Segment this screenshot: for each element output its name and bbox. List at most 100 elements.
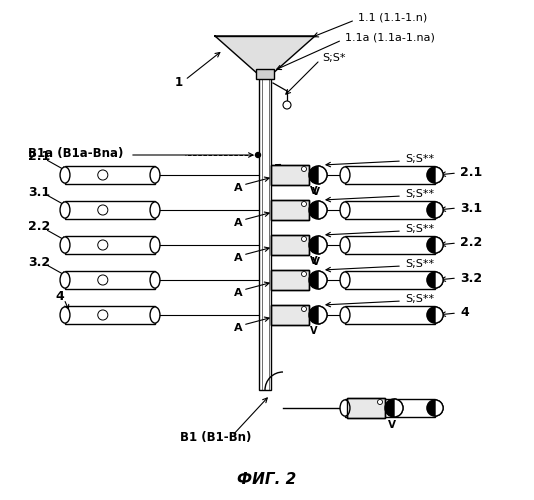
- Text: A: A: [234, 253, 242, 263]
- Ellipse shape: [150, 237, 160, 253]
- Wedge shape: [318, 271, 327, 289]
- Circle shape: [302, 166, 307, 172]
- Bar: [65, 306, 155, 324]
- Text: V: V: [312, 187, 320, 197]
- Text: 4: 4: [460, 306, 469, 320]
- Bar: [271, 200, 309, 220]
- Text: B1 (B1-Bn): B1 (B1-Bn): [180, 432, 252, 444]
- Polygon shape: [215, 36, 315, 75]
- Text: ФИГ. 2: ФИГ. 2: [238, 472, 296, 488]
- Wedge shape: [318, 236, 327, 254]
- Ellipse shape: [60, 167, 70, 183]
- Circle shape: [98, 275, 108, 285]
- Ellipse shape: [340, 307, 350, 323]
- Ellipse shape: [340, 272, 350, 288]
- Ellipse shape: [340, 237, 350, 253]
- Text: 2.1: 2.1: [460, 166, 482, 179]
- Circle shape: [309, 201, 327, 219]
- Circle shape: [309, 166, 327, 184]
- Circle shape: [385, 399, 403, 417]
- Text: 1.1 (1.1-1.n): 1.1 (1.1-1.n): [358, 13, 427, 23]
- Bar: [345, 201, 435, 219]
- Text: 2.1: 2.1: [28, 150, 50, 164]
- Circle shape: [302, 272, 307, 276]
- Bar: [256, 69, 274, 79]
- Bar: [345, 271, 435, 289]
- Wedge shape: [394, 399, 403, 417]
- Circle shape: [427, 237, 443, 253]
- Bar: [345, 236, 435, 254]
- Ellipse shape: [60, 307, 70, 323]
- Circle shape: [309, 271, 327, 289]
- Text: 2.2: 2.2: [28, 220, 50, 234]
- Wedge shape: [435, 167, 443, 183]
- Bar: [65, 166, 155, 184]
- Text: V: V: [388, 420, 396, 430]
- Bar: [345, 166, 435, 184]
- Ellipse shape: [150, 307, 160, 323]
- Circle shape: [98, 205, 108, 215]
- Bar: [271, 305, 309, 325]
- Wedge shape: [435, 237, 443, 253]
- Circle shape: [98, 170, 108, 180]
- Bar: [347, 398, 385, 418]
- Bar: [271, 235, 309, 255]
- Ellipse shape: [60, 272, 70, 288]
- Text: L: L: [295, 168, 301, 178]
- Wedge shape: [435, 400, 443, 416]
- Bar: [271, 165, 309, 185]
- Text: S;S**: S;S**: [405, 224, 434, 234]
- Ellipse shape: [60, 202, 70, 218]
- Text: 2.2: 2.2: [460, 236, 482, 250]
- Text: 3.1: 3.1: [28, 186, 50, 198]
- Bar: [345, 399, 435, 417]
- Circle shape: [309, 306, 327, 324]
- Circle shape: [427, 167, 443, 183]
- Bar: [271, 270, 309, 290]
- Text: V: V: [310, 256, 318, 266]
- Ellipse shape: [340, 400, 350, 416]
- Text: 1: 1: [175, 76, 183, 88]
- Text: A: A: [234, 183, 242, 193]
- Bar: [259, 75, 271, 390]
- Ellipse shape: [150, 167, 160, 183]
- Text: A: A: [234, 323, 242, 333]
- Bar: [65, 271, 155, 289]
- Bar: [65, 236, 155, 254]
- Bar: [271, 270, 309, 290]
- Text: 3.1: 3.1: [460, 202, 482, 214]
- Text: S;S**: S;S**: [405, 189, 434, 199]
- Text: S;S*: S;S*: [322, 53, 345, 63]
- Circle shape: [302, 236, 307, 242]
- Circle shape: [427, 202, 443, 218]
- Wedge shape: [318, 201, 327, 219]
- Text: 3.2: 3.2: [28, 256, 50, 268]
- Wedge shape: [435, 202, 443, 218]
- Circle shape: [283, 101, 291, 109]
- Circle shape: [302, 306, 307, 312]
- Ellipse shape: [340, 167, 350, 183]
- Text: V: V: [312, 257, 320, 267]
- Text: V: V: [310, 326, 318, 336]
- Bar: [271, 200, 309, 220]
- Text: A: A: [234, 218, 242, 228]
- Circle shape: [309, 236, 327, 254]
- Wedge shape: [435, 272, 443, 288]
- Circle shape: [98, 310, 108, 320]
- Text: S;S**: S;S**: [405, 259, 434, 269]
- Wedge shape: [318, 306, 327, 324]
- Circle shape: [427, 307, 443, 323]
- Text: 3.2: 3.2: [460, 272, 482, 284]
- Circle shape: [302, 202, 307, 206]
- Ellipse shape: [150, 202, 160, 218]
- Wedge shape: [435, 307, 443, 323]
- Text: V: V: [310, 186, 318, 196]
- Text: 4: 4: [55, 290, 64, 304]
- Bar: [345, 306, 435, 324]
- Circle shape: [98, 240, 108, 250]
- Bar: [347, 398, 385, 418]
- Bar: [271, 165, 309, 185]
- Text: S;S**: S;S**: [405, 294, 434, 304]
- Text: B1a (B1a-Bna): B1a (B1a-Bna): [28, 148, 123, 160]
- Circle shape: [427, 400, 443, 416]
